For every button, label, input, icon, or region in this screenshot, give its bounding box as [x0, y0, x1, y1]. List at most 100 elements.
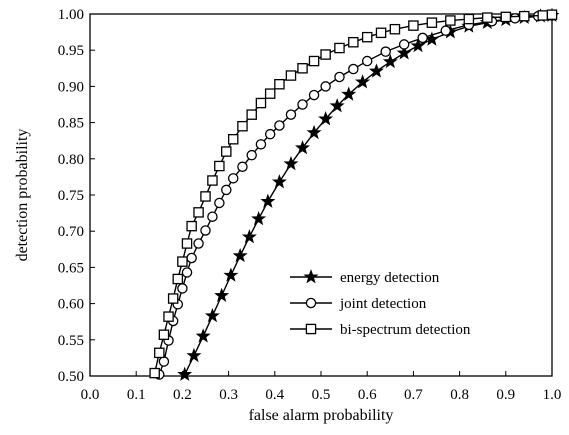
data-point [463, 13, 475, 25]
data-point [440, 25, 451, 36]
data-point [297, 63, 308, 74]
data-point [186, 220, 197, 232]
data-point [181, 267, 193, 278]
legend-label: energy detection [340, 270, 440, 286]
data-point [207, 175, 218, 186]
x-tick-label: 0.5 [312, 387, 331, 403]
series-square [149, 9, 558, 379]
data-point [177, 283, 188, 294]
data-point [482, 12, 493, 23]
data-point [214, 287, 230, 303]
data-point [382, 53, 398, 69]
data-point [274, 120, 285, 131]
plot-area [89, 13, 553, 377]
data-point [396, 45, 412, 60]
data-point [232, 247, 248, 263]
data-point [546, 9, 558, 20]
data-point [320, 81, 331, 92]
data-point [221, 146, 232, 157]
data-point [207, 211, 218, 222]
data-point [375, 27, 387, 39]
data-point [264, 88, 276, 99]
data-point [355, 74, 371, 89]
data-point [214, 160, 225, 172]
data-point [306, 124, 322, 140]
data-point [308, 89, 320, 101]
legend-item: joint detection [290, 296, 427, 312]
x-tick-label: 1.0 [543, 387, 562, 403]
x-tick-label: 0.9 [496, 387, 515, 403]
data-point [181, 238, 193, 249]
data-point [519, 10, 530, 22]
data-point [163, 311, 174, 322]
data-point [426, 17, 438, 28]
legend-marker [305, 323, 317, 335]
data-point [251, 211, 267, 226]
legend-label: bi-spectrum detection [340, 322, 471, 338]
y-axis-title: detection probability [14, 129, 31, 262]
data-point [255, 97, 267, 109]
data-point [389, 23, 401, 35]
y-tick-label: 0.60 [58, 297, 84, 313]
data-point [223, 267, 239, 282]
y-tick-label: 0.95 [58, 43, 84, 59]
legend: energy detection joint detection bi-spectr… [290, 269, 471, 338]
data-point [172, 273, 184, 285]
x-tick-label: 0.1 [127, 387, 146, 403]
data-point [320, 49, 331, 60]
y-tick-label: 0.70 [58, 224, 84, 240]
data-point [361, 31, 373, 43]
series-group [149, 7, 560, 381]
legend-marker [303, 269, 319, 284]
data-point [241, 229, 257, 244]
data-point [408, 20, 419, 31]
data-point [158, 329, 170, 340]
data-point [410, 37, 426, 53]
data-point [214, 197, 225, 209]
data-point [186, 347, 202, 363]
data-point [246, 109, 257, 120]
y-tick-label: 0.75 [58, 188, 84, 204]
series-circle [154, 10, 558, 380]
data-point [221, 184, 232, 196]
data-point [158, 356, 170, 367]
data-point [348, 63, 359, 75]
x-tick-label: 0.8 [450, 387, 469, 403]
y-tick-label: 0.85 [58, 116, 84, 132]
data-point [177, 366, 193, 381]
data-point [348, 36, 359, 48]
y-tick-label: 1.00 [58, 7, 84, 23]
y-tick-label: 0.90 [58, 79, 84, 95]
data-point [200, 225, 211, 236]
y-tick-label: 0.80 [58, 152, 84, 168]
data-point [285, 70, 297, 81]
data-point [149, 367, 160, 379]
data-point [537, 10, 549, 21]
data-point [295, 140, 311, 155]
data-point [154, 347, 165, 359]
data-point [260, 193, 276, 208]
data-point [186, 252, 197, 264]
data-point [237, 161, 248, 173]
data-point [195, 328, 211, 343]
plot-frame [89, 13, 553, 377]
legend-item: bi-spectrum detection [290, 322, 471, 338]
x-tick-label: 0.3 [219, 387, 238, 403]
y-tick-label: 0.50 [58, 369, 84, 385]
data-point [297, 99, 308, 110]
data-point [193, 238, 204, 249]
data-point [329, 98, 345, 113]
data-point [255, 139, 267, 150]
data-point [445, 15, 456, 26]
data-point [246, 149, 257, 161]
data-point [318, 111, 334, 126]
legend-label: joint detection [339, 296, 427, 312]
data-point [237, 120, 248, 132]
y-tick-label: 0.55 [58, 333, 84, 349]
data-point [283, 155, 299, 171]
y-tick-label: 0.65 [58, 260, 84, 276]
data-point [361, 55, 373, 67]
data-point [285, 109, 297, 120]
